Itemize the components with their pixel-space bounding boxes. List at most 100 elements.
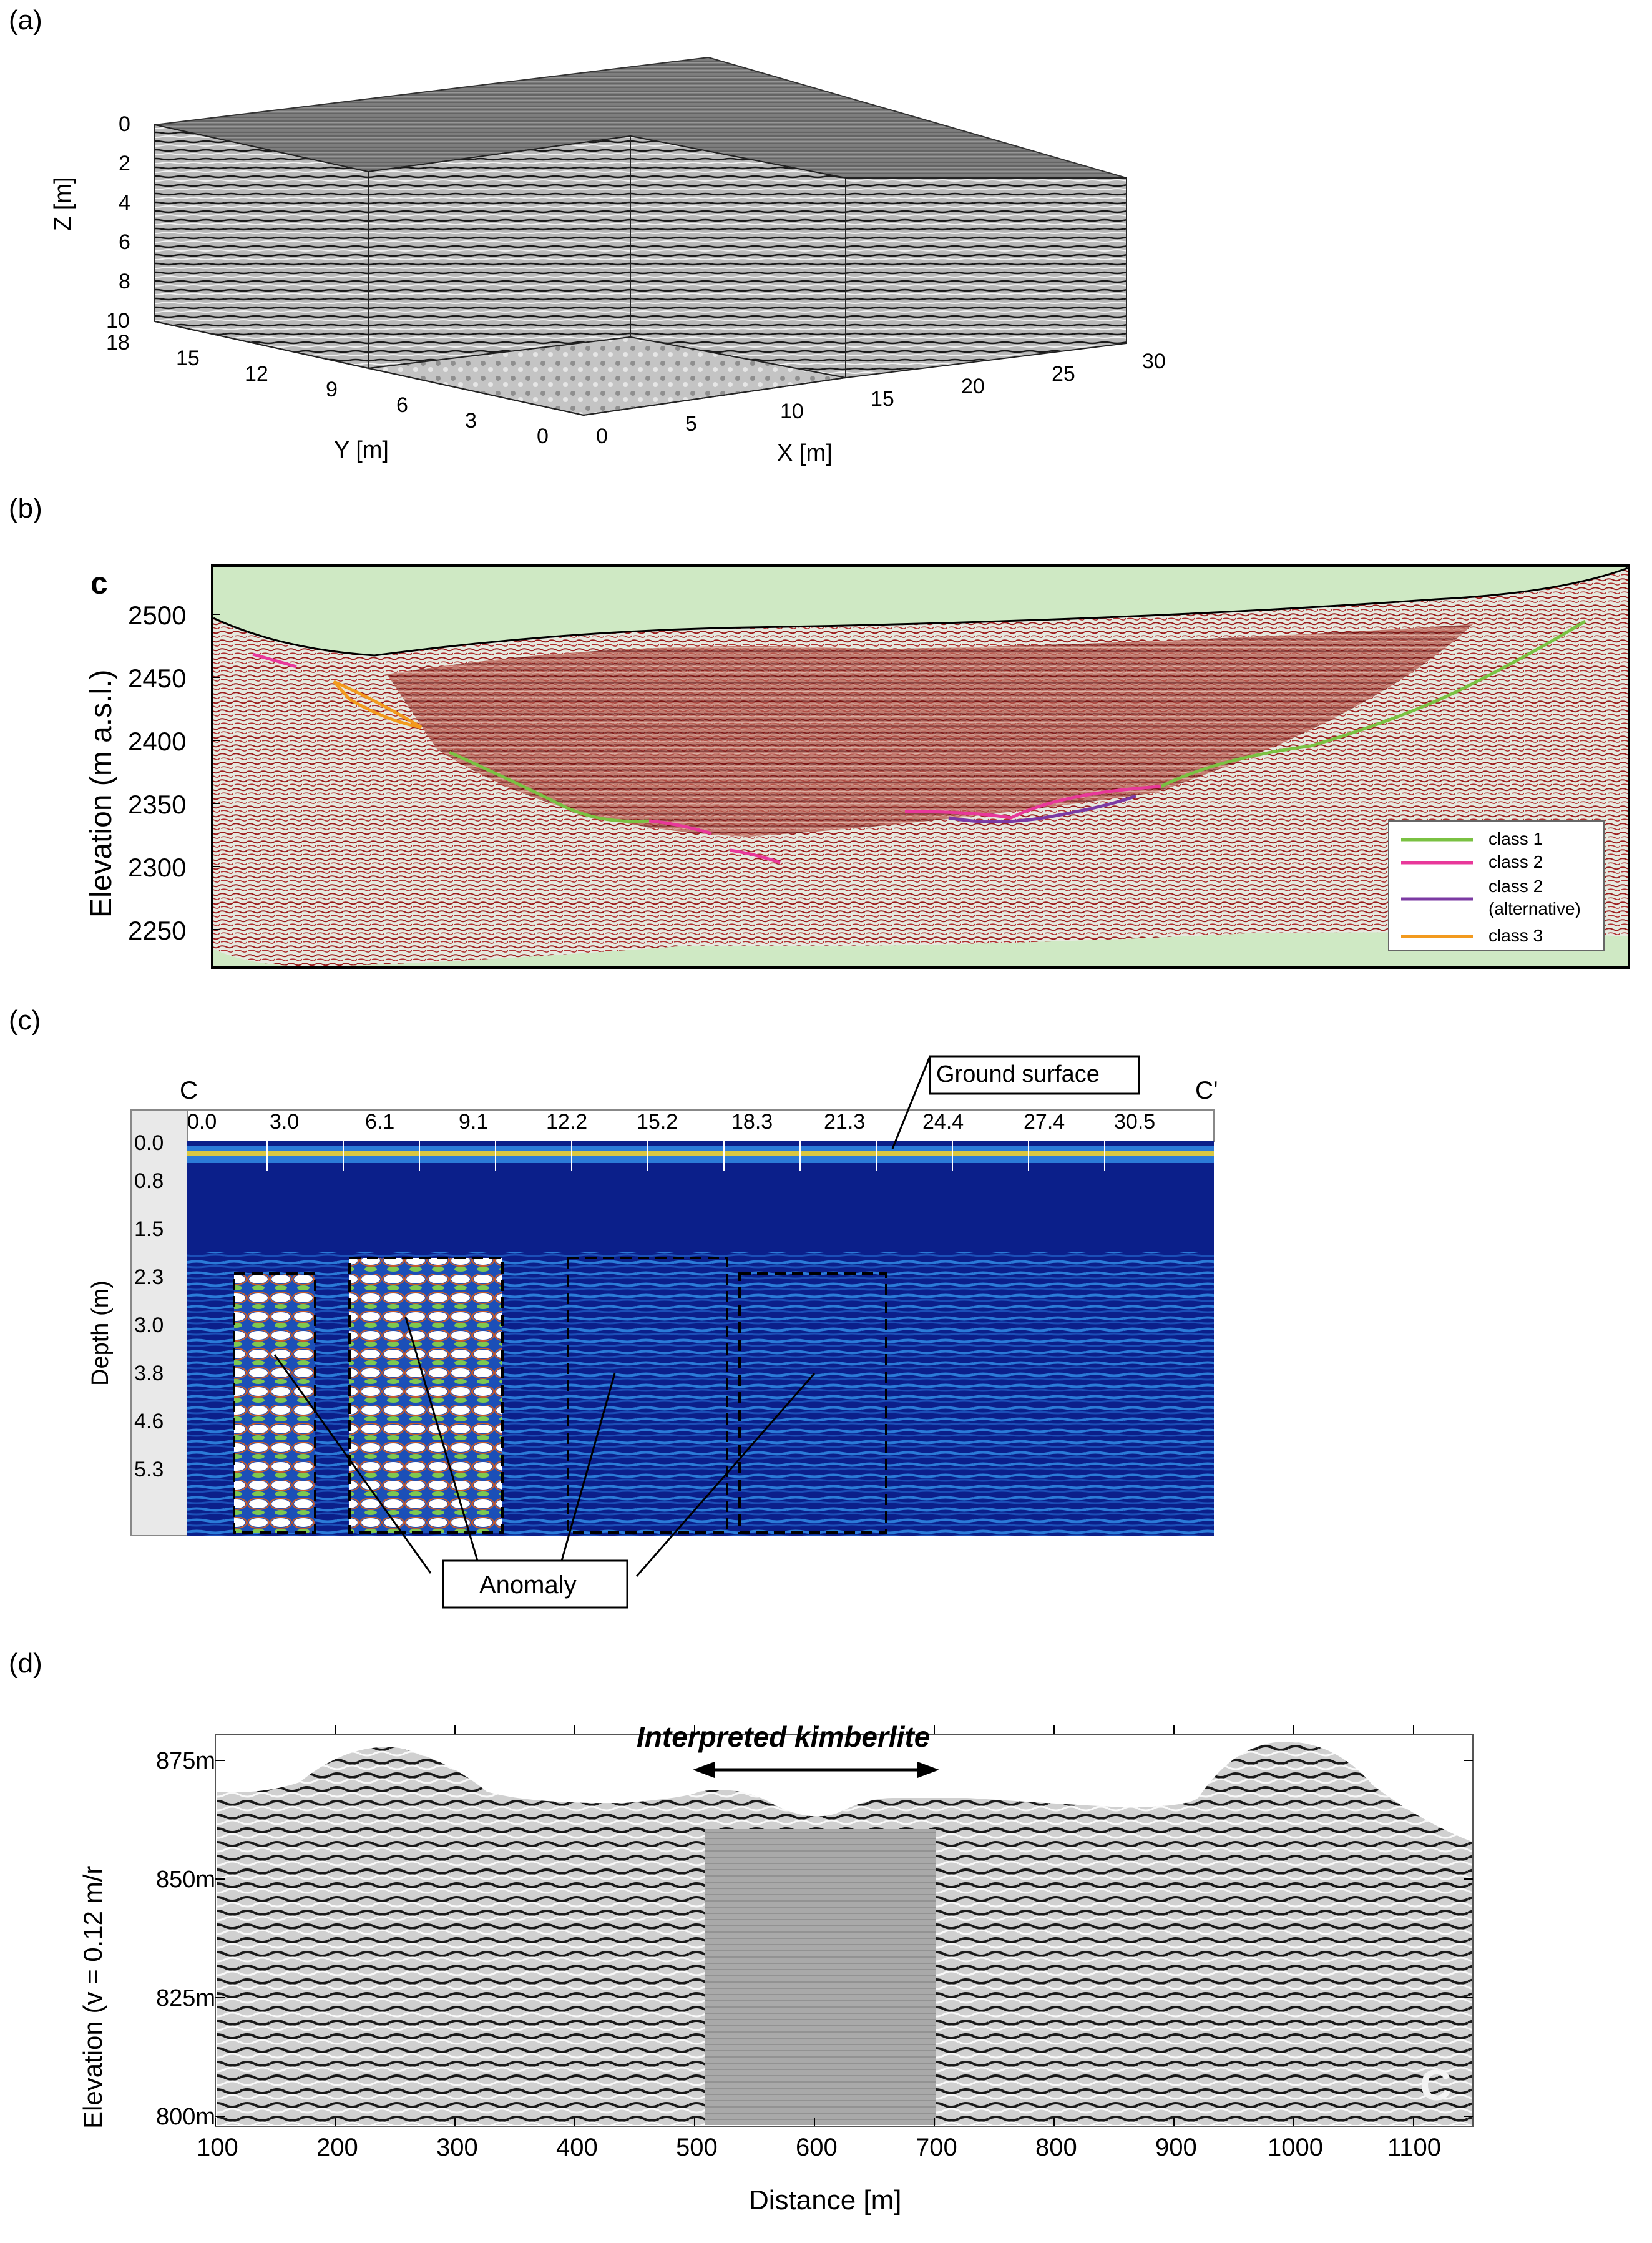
- c-anomaly-box-2: [348, 1257, 504, 1534]
- b-class2-line-2: [648, 819, 712, 835]
- c-y-tick-0: 0.0: [134, 1131, 164, 1155]
- b-class2-alt-line: [948, 794, 1136, 823]
- c-x-tick-10: 30.5: [1114, 1110, 1156, 1134]
- panel-b-gpr-section: [211, 564, 1630, 969]
- c-y-tick-7: 5.3: [134, 1458, 164, 1481]
- d-y-tick-2: 825m: [156, 1985, 216, 2011]
- d-x-tick-10: 1100: [1387, 2134, 1442, 2161]
- d-kimberlite-zone: [705, 1829, 936, 2125]
- b-y-tick-5: 2250: [128, 916, 187, 945]
- a-z-tick-1: 2: [119, 152, 130, 175]
- a-y-axis-label: Y [m]: [334, 437, 389, 463]
- d-y-tick-0: 875m: [156, 1748, 216, 1774]
- c-ground-surface-box: [929, 1055, 1140, 1095]
- d-x-axis-label: Distance [m]: [749, 2185, 902, 2216]
- a-x-axis-label: X [m]: [777, 440, 833, 466]
- a-y-tick-1: 15: [176, 346, 200, 370]
- a-x-tick-1: 5: [685, 412, 697, 436]
- c-anomaly-label-box: [442, 1559, 628, 1609]
- a-y-tick-4: 6: [396, 393, 408, 417]
- block-right-face: [845, 177, 1127, 379]
- c-y-tick-1: 0.8: [134, 1169, 164, 1193]
- c-x-tick-5: 15.2: [637, 1110, 678, 1134]
- panel-a-label: (a): [9, 5, 42, 36]
- panel-c-gpr-section: [130, 1055, 1215, 1609]
- a-y-tick-3: 9: [326, 378, 338, 401]
- a-x-tick-6: 30: [1142, 350, 1166, 373]
- d-y-tick-3: 800m: [156, 2104, 216, 2130]
- d-x-tick-3: 400: [556, 2134, 598, 2161]
- d-x-tick-7: 800: [1035, 2134, 1077, 2161]
- d-x-tick-9: 1000: [1268, 2134, 1323, 2161]
- b-legend-class2-alt: class 2 (alternative): [1488, 876, 1581, 918]
- a-z-tick-4: 8: [119, 270, 130, 293]
- a-z-tick-2: 4: [119, 191, 130, 215]
- c-x-tick-6: 18.3: [731, 1110, 773, 1134]
- b-y-tick-4: 2300: [128, 853, 187, 882]
- b-class3-line: [333, 680, 423, 729]
- b-sublabel: c: [90, 566, 108, 601]
- a-y-tick-2: 12: [245, 362, 268, 386]
- a-y-tick-5: 3: [465, 409, 477, 433]
- b-legend-box: [1388, 820, 1605, 951]
- panel-a-3d-block: [154, 56, 1127, 416]
- a-x-tick-0: 0: [596, 425, 608, 448]
- c-x-tick-2: 6.1: [365, 1110, 395, 1134]
- c-right-marker: C': [1195, 1077, 1218, 1104]
- c-left-marker: C: [180, 1077, 198, 1104]
- d-x-tick-4: 500: [676, 2134, 718, 2161]
- b-class1-line-right: [1160, 619, 1586, 788]
- b-ground-line: [213, 567, 1628, 657]
- d-x-tick-1: 200: [316, 2134, 358, 2161]
- d-corner-mark: C: [1420, 2061, 1452, 2109]
- c-anomaly-box-4: [738, 1272, 887, 1534]
- b-y-tick-2: 2400: [128, 727, 187, 756]
- panel-b-label: (b): [9, 493, 42, 524]
- c-anomaly-label: Anomaly: [479, 1571, 577, 1599]
- c-ground-surface-label: Ground surface: [936, 1061, 1100, 1087]
- c-y-tick-5: 3.8: [134, 1362, 164, 1385]
- d-y-tick-1: 850m: [156, 1867, 216, 1893]
- a-z-tick-5: 10: [106, 309, 130, 333]
- b-legend-class2: class 2: [1488, 852, 1543, 871]
- b-class2-line-4: [904, 785, 1161, 820]
- b-class2-line-1: [252, 652, 297, 669]
- b-class1-line-left: [448, 750, 650, 823]
- b-y-tick-3: 2350: [128, 790, 187, 819]
- a-z-tick-3: 6: [119, 230, 130, 254]
- b-dense-zone: [387, 624, 1473, 837]
- c-x-tick-3: 9.1: [459, 1110, 489, 1134]
- a-x-tick-4: 20: [961, 375, 985, 398]
- d-title: Interpreted kimberlite: [637, 1720, 931, 1753]
- a-y-tick-0: 18: [106, 331, 130, 355]
- c-x-tick-9: 27.4: [1024, 1110, 1065, 1134]
- c-x-tick-4: 12.2: [546, 1110, 588, 1134]
- c-y-tick-4: 3.0: [134, 1313, 164, 1337]
- d-x-tick-0: 100: [197, 2134, 238, 2161]
- b-y-tick-0: 2500: [128, 601, 187, 630]
- d-x-tick-2: 300: [436, 2134, 478, 2161]
- a-x-tick-2: 10: [780, 400, 804, 423]
- c-x-tick-1: 3.0: [270, 1110, 300, 1134]
- b-legend-class3: class 3: [1488, 926, 1543, 945]
- c-y-tick-2: 1.5: [134, 1217, 164, 1241]
- a-x-tick-3: 15: [871, 387, 894, 411]
- a-z-tick-0: 0: [119, 112, 130, 136]
- a-x-tick-5: 25: [1052, 362, 1075, 386]
- d-x-tick-5: 600: [796, 2134, 838, 2161]
- b-legend-class1: class 1: [1488, 829, 1543, 848]
- c-anomaly-box-3: [567, 1257, 728, 1534]
- d-y-axis-label: Elevation (v = 0.12 m/r: [78, 1865, 107, 2129]
- d-x-tick-8: 900: [1155, 2134, 1197, 2161]
- c-y-tick-3: 2.3: [134, 1265, 164, 1289]
- c-x-tick-7: 21.3: [824, 1110, 866, 1134]
- d-x-tick-6: 700: [916, 2134, 957, 2161]
- panel-c-label: (c): [9, 1005, 41, 1036]
- panel-d-label: (d): [9, 1648, 42, 1679]
- b-class2-line-3: [730, 848, 781, 865]
- c-x-tick-8: 24.4: [922, 1110, 964, 1134]
- c-x-tick-0: 0.0: [187, 1110, 217, 1134]
- b-y-tick-1: 2450: [128, 664, 187, 693]
- c-y-tick-6: 4.6: [134, 1410, 164, 1433]
